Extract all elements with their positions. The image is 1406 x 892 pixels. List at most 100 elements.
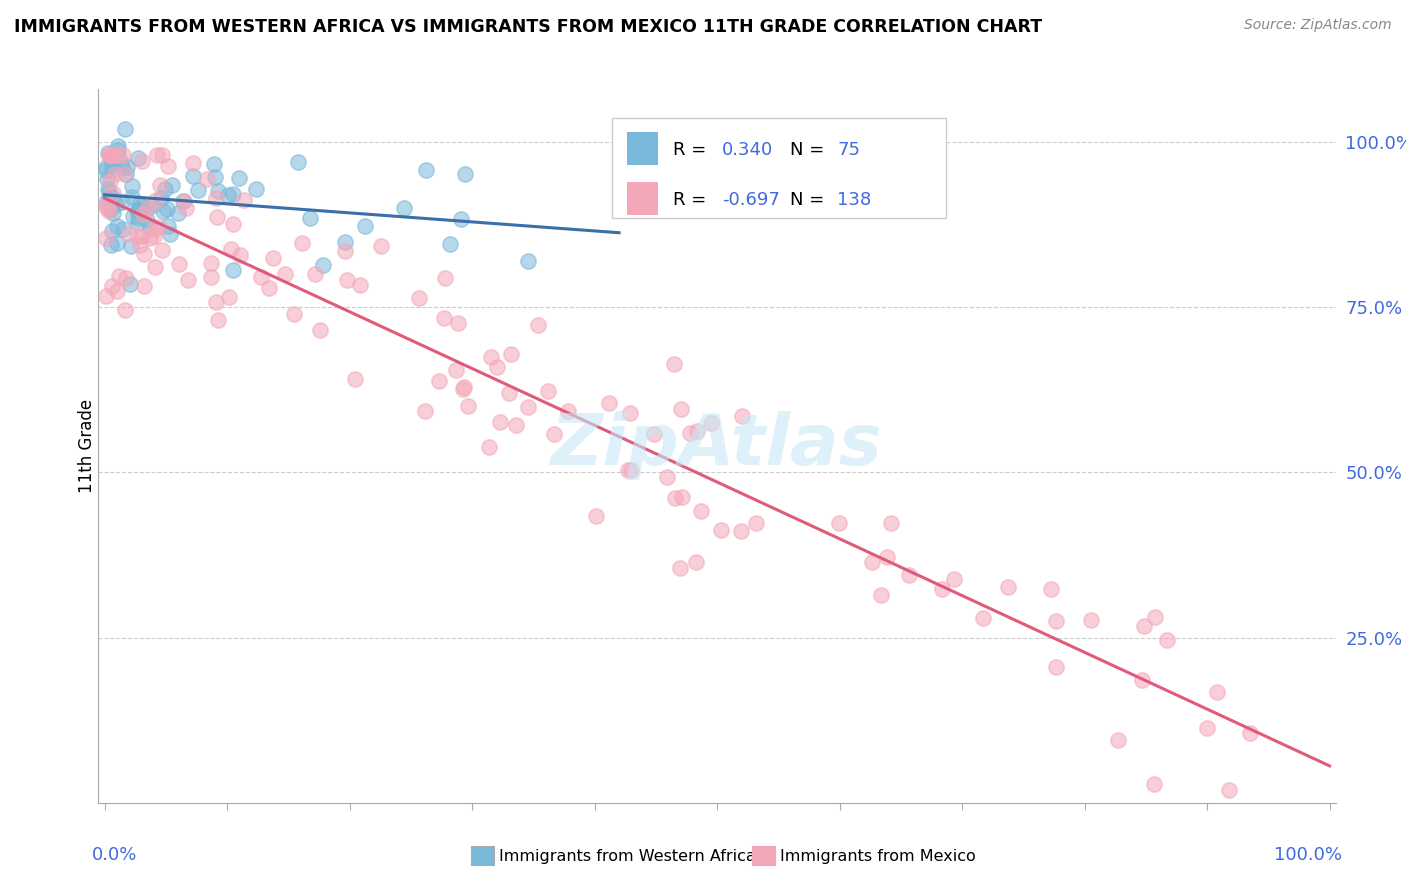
Point <box>250 269 273 284</box>
Bar <box>627 182 658 215</box>
Text: Immigrants from Western Africa: Immigrants from Western Africa <box>499 849 756 863</box>
Point <box>127 229 149 244</box>
Point <box>446 363 468 377</box>
Point <box>427 375 450 389</box>
Point <box>127 204 149 219</box>
Point <box>997 580 1019 594</box>
Point <box>101 206 124 220</box>
Point <box>392 201 415 215</box>
Point <box>479 350 502 364</box>
Point <box>127 151 149 165</box>
Point <box>218 290 240 304</box>
Point <box>146 219 169 234</box>
Point <box>451 382 474 396</box>
Point <box>143 221 166 235</box>
Point <box>112 148 135 162</box>
Point <box>142 228 165 243</box>
Point <box>1040 582 1063 596</box>
Point <box>205 191 228 205</box>
Point <box>121 178 143 193</box>
Point <box>453 380 475 394</box>
Point <box>478 440 501 454</box>
Point <box>187 183 209 197</box>
Point <box>876 550 898 565</box>
Point <box>94 231 117 245</box>
Point <box>156 202 179 216</box>
Point <box>142 198 165 212</box>
Point <box>408 292 430 306</box>
Point <box>132 247 155 261</box>
Point <box>97 148 120 162</box>
Point <box>100 202 122 217</box>
Point <box>283 307 305 321</box>
Point <box>207 184 229 198</box>
Point <box>98 204 121 219</box>
Point <box>134 278 156 293</box>
Point <box>304 267 326 281</box>
Point <box>96 146 118 161</box>
Point <box>1144 610 1167 624</box>
Point <box>1239 726 1261 740</box>
Point <box>97 185 120 199</box>
Point <box>299 211 322 226</box>
Point <box>103 148 125 162</box>
Text: 0.0%: 0.0% <box>93 846 138 863</box>
Point <box>96 163 118 178</box>
Point <box>146 148 169 162</box>
Point <box>229 248 252 262</box>
Point <box>543 427 565 442</box>
Point <box>335 244 357 259</box>
Point <box>557 404 579 418</box>
Point <box>156 159 179 173</box>
Point <box>1045 659 1067 673</box>
Point <box>204 170 226 185</box>
Point <box>101 156 124 170</box>
Point <box>207 313 229 327</box>
Point <box>173 194 195 208</box>
Point <box>486 359 509 374</box>
Point <box>517 254 540 268</box>
Point <box>1080 613 1102 627</box>
Text: Immigrants from Mexico: Immigrants from Mexico <box>780 849 976 863</box>
Point <box>447 316 470 330</box>
Point <box>222 186 245 201</box>
Point <box>107 144 129 158</box>
Point <box>245 182 267 196</box>
Point <box>200 270 222 285</box>
Point <box>457 399 479 413</box>
Point <box>827 516 849 530</box>
Point <box>174 202 197 216</box>
Point <box>931 582 953 596</box>
Point <box>105 235 128 250</box>
Point <box>662 357 685 371</box>
Point <box>145 193 167 207</box>
Point <box>127 216 149 230</box>
Point <box>94 199 117 213</box>
Point <box>1133 619 1156 633</box>
Point <box>274 267 297 281</box>
Point <box>138 201 160 215</box>
Point <box>668 561 690 575</box>
Point <box>110 154 132 169</box>
Point <box>152 204 174 219</box>
Point <box>155 181 177 195</box>
Point <box>879 516 901 531</box>
Point <box>96 194 118 208</box>
Point <box>434 271 457 285</box>
Point <box>104 168 127 182</box>
Point <box>131 199 153 213</box>
Point <box>291 235 314 250</box>
Point <box>112 222 135 236</box>
Point <box>354 219 377 234</box>
Point <box>205 211 228 225</box>
Point <box>1218 782 1240 797</box>
Point <box>620 463 643 477</box>
Point <box>135 201 157 215</box>
Point <box>135 212 157 227</box>
Point <box>505 418 527 433</box>
Point <box>96 171 118 186</box>
Point <box>96 202 118 216</box>
Point <box>156 219 179 233</box>
Point <box>257 281 280 295</box>
Point <box>101 162 124 177</box>
